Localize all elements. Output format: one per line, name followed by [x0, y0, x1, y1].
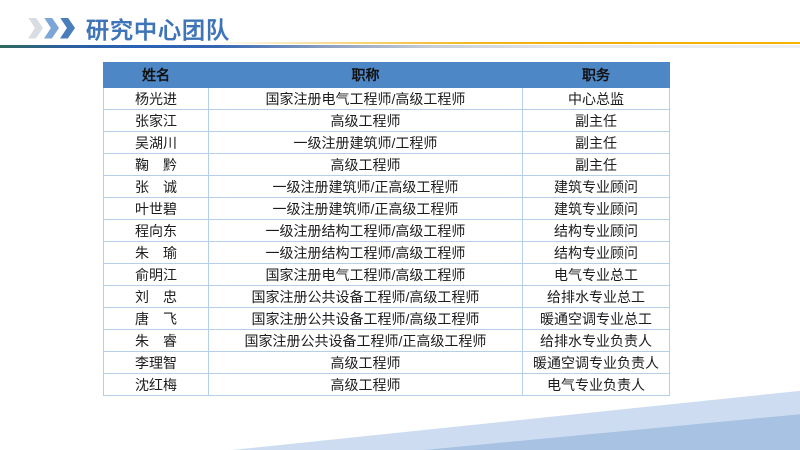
cell-name: 张家江 — [103, 109, 209, 132]
cell-name: 朱 睿 — [103, 329, 209, 352]
blue-divider-line — [0, 45, 800, 48]
cell-position: 电气专业负责人 — [522, 373, 670, 396]
gold-divider-line — [0, 42, 800, 44]
chevron-right-icon — [28, 17, 43, 39]
cell-position: 结构专业顾问 — [522, 219, 670, 242]
cell-name: 叶世碧 — [103, 197, 209, 220]
table-row: 张家江 高级工程师 副主任 — [103, 109, 670, 132]
cell-name: 李理智 — [103, 351, 209, 374]
cell-title: 一级注册建筑师/工程师 — [208, 131, 523, 154]
chevron-right-icon — [44, 17, 59, 39]
cell-title: 一级注册结构工程师/高级工程师 — [208, 219, 523, 242]
cell-title: 一级注册结构工程师/高级工程师 — [208, 241, 523, 264]
cell-title: 高级工程师 — [208, 153, 523, 176]
cell-position: 给排水专业总工 — [522, 285, 670, 308]
page-title: 研究中心团队 — [86, 17, 230, 43]
table-row: 俞明江 国家注册电气工程师/高级工程师 电气专业总工 — [103, 263, 670, 286]
table-row: 叶世碧 一级注册建筑师/正高级工程师 建筑专业顾问 — [103, 197, 670, 220]
cell-name: 刘 忠 — [103, 285, 209, 308]
cell-name: 俞明江 — [103, 263, 209, 286]
title-chevrons — [28, 17, 76, 39]
cell-position: 结构专业顾问 — [522, 241, 670, 264]
cell-title: 高级工程师 — [208, 109, 523, 132]
cell-title: 一级注册建筑师/正高级工程师 — [208, 175, 523, 198]
cell-name: 鞠 黔 — [103, 153, 209, 176]
table-row: 唐 飞国家注册公共设备工程师/高级工程师 暖通空调专业总工 — [103, 307, 670, 330]
table-row: 李理智 高级工程师 暖通空调专业负责人 — [103, 351, 670, 374]
cell-position: 暖通空调专业总工 — [522, 307, 670, 330]
table-row: 朱 瑜一级注册结构工程师/高级工程师 结构专业顾问 — [103, 241, 670, 264]
cell-title: 高级工程师 — [208, 373, 523, 396]
cell-position: 副主任 — [522, 131, 670, 154]
column-header-position: 职务 — [522, 62, 670, 88]
table-row: 杨光进 国家注册电气工程师/高级工程师 中心总监 — [103, 87, 670, 110]
table-row: 沈红梅 高级工程师 电气专业负责人 — [103, 373, 670, 396]
cell-name: 沈红梅 — [103, 373, 209, 396]
cell-title: 一级注册建筑师/正高级工程师 — [208, 197, 523, 220]
cell-title: 国家注册公共设备工程师/高级工程师 — [208, 307, 523, 330]
cell-title: 国家注册电气工程师/高级工程师 — [208, 87, 523, 110]
cell-position: 建筑专业顾问 — [522, 175, 670, 198]
cell-position: 暖通空调专业负责人 — [522, 351, 670, 374]
column-header-name: 姓名 — [103, 62, 209, 88]
cell-position: 中心总监 — [522, 87, 670, 110]
cell-position: 建筑专业顾问 — [522, 197, 670, 220]
table-row: 鞠 黔高级工程师 副主任 — [103, 153, 670, 176]
cell-position: 副主任 — [522, 109, 670, 132]
cell-title: 国家注册公共设备工程师/高级工程师 — [208, 285, 523, 308]
table-header-row: 姓名 职称 职务 — [103, 62, 670, 88]
table-row: 吴湖川 一级注册建筑师/工程师 副主任 — [103, 131, 670, 154]
cell-position: 给排水专业负责人 — [522, 329, 670, 352]
table-row: 朱 睿国家注册公共设备工程师/正高级工程师 给排水专业负责人 — [103, 329, 670, 352]
cell-title: 国家注册电气工程师/高级工程师 — [208, 263, 523, 286]
cell-name: 杨光进 — [103, 87, 209, 110]
cell-name: 朱 瑜 — [103, 241, 209, 264]
column-header-title: 职称 — [208, 62, 523, 88]
cell-title: 高级工程师 — [208, 351, 523, 374]
cell-name: 吴湖川 — [103, 131, 209, 154]
table-row: 张 诚一级注册建筑师/正高级工程师 建筑专业顾问 — [103, 175, 670, 198]
cell-title: 国家注册公共设备工程师/正高级工程师 — [208, 329, 523, 352]
cell-name: 唐 飞 — [103, 307, 209, 330]
cell-name: 程向东 — [103, 219, 209, 242]
table-row: 刘 忠国家注册公共设备工程师/高级工程师 给排水专业总工 — [103, 285, 670, 308]
cell-position: 电气专业总工 — [522, 263, 670, 286]
team-table: 姓名 职称 职务 杨光进 国家注册电气工程师/高级工程师 中心总监 张家江 高级工程师副… — [103, 62, 670, 396]
chevron-right-icon — [60, 17, 75, 39]
table-row: 程向东 一级注册结构工程师/高级工程师 结构专业顾问 — [103, 219, 670, 242]
cell-position: 副主任 — [522, 153, 670, 176]
slide-title-bar: 研究中心团队 — [28, 11, 230, 45]
cell-name: 张 诚 — [103, 175, 209, 198]
